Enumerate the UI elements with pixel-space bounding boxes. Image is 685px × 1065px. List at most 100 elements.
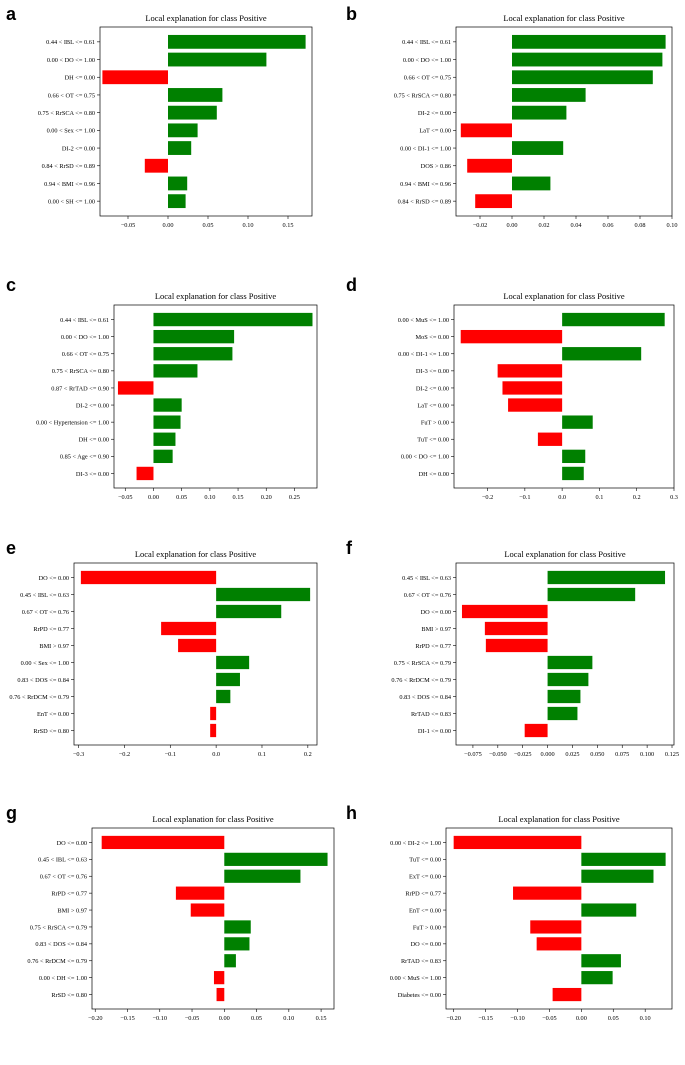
x-tick-label: −0.050 [489, 751, 507, 758]
category-label: 0.75 < RrSCA <= 0.80 [38, 110, 95, 117]
category-label: 0.45 < IBL <= 0.63 [402, 575, 451, 582]
x-tick-label: 0.10 [204, 494, 215, 501]
x-tick-label: 0.04 [570, 222, 582, 229]
category-label: 0.83 < DOS <= 0.84 [35, 941, 87, 948]
x-tick-label: 0.05 [202, 222, 213, 229]
chart-c: Local explanation for class Positive 0.44… [36, 291, 318, 501]
category-label: 0.00 < Hypertension <= 1.00 [36, 419, 109, 426]
category-label: DOS > 0.86 [421, 163, 451, 170]
bar [168, 123, 198, 138]
plot-frame [455, 26, 673, 217]
bar [178, 638, 217, 653]
plot-frame [445, 827, 673, 1010]
category-label: 0.00 < DO <= 1.00 [403, 57, 451, 64]
bar [224, 852, 328, 866]
bar [216, 672, 240, 687]
category-label: Diabetes <= 0.00 [398, 992, 441, 999]
plot-frame [453, 304, 675, 489]
category-label: 0.66 < OT <= 0.75 [404, 75, 451, 82]
category-label: 0.00 < Sex <= 1.00 [47, 128, 95, 135]
bar [475, 194, 512, 209]
plot-frame [91, 827, 335, 1010]
chart-title: Local explanation for class Positive [504, 549, 626, 559]
category-label: DI-2 <= 0.00 [416, 385, 449, 392]
panel-f: f Local explanation for class Positive 0.… [342, 530, 685, 795]
x-tick-label: 0.15 [282, 222, 293, 229]
x-tick-label: −0.20 [446, 1015, 461, 1022]
category-label: 0.84 < RrSD <= 0.89 [42, 163, 95, 170]
category-label: DI-3 <= 0.00 [76, 471, 109, 478]
x-tick-label: 0.050 [590, 751, 604, 758]
bar [512, 52, 663, 67]
x-tick-label: 0.15 [233, 494, 244, 501]
x-tick-label: −0.3 [73, 751, 84, 758]
x-tick-label: 0.00 [219, 1015, 230, 1022]
category-label: RrPD <= 0.77 [415, 643, 451, 650]
bar [484, 621, 548, 636]
category-label: 0.75 < RrSCA <= 0.79 [30, 924, 87, 931]
panel-letter: g [6, 803, 17, 823]
bar [581, 852, 666, 866]
x-tick-label: 0.05 [176, 494, 187, 501]
chart-d: Local explanation for class Positive0.00… [398, 291, 678, 501]
bar [224, 937, 250, 951]
bar [153, 432, 176, 446]
bar [136, 466, 154, 481]
bar [512, 34, 666, 49]
category-label: 0.00 < MuS <= 1.00 [390, 975, 441, 982]
bar [512, 70, 653, 85]
category-label: 0.00 < DH <= 1.00 [39, 975, 87, 982]
category-label: EnT <= 0.00 [409, 907, 441, 914]
bar [168, 141, 192, 155]
category-label: BMI > 0.97 [421, 626, 451, 633]
category-label: 0.45 < IBL <= 0.63 [38, 857, 87, 864]
category-label: RrTAD <= 0.83 [411, 711, 451, 718]
x-tick-label: 0.06 [602, 222, 613, 229]
bar [168, 194, 186, 209]
panel-letter: h [346, 803, 357, 823]
category-label: 0.83 < DOS <= 0.84 [17, 677, 69, 684]
category-label: 0.44 < IBL <= 0.61 [60, 317, 109, 324]
x-tick-label: −0.2 [119, 751, 130, 758]
bar [536, 937, 582, 951]
bar [552, 987, 582, 1002]
category-label: DH <= 0.00 [65, 75, 95, 82]
bar [524, 723, 548, 738]
bar [210, 723, 217, 738]
bar [161, 621, 217, 636]
x-tick-label: 0.00 [162, 222, 173, 229]
bar [210, 706, 217, 721]
category-label: MoS <= 0.00 [415, 334, 449, 341]
chart-title: Local explanation for class Positive [498, 814, 620, 824]
chart-a: Local explanation for class Positive 0.44… [38, 13, 313, 229]
bar [168, 52, 267, 67]
bar [153, 347, 233, 361]
bar [497, 364, 563, 378]
category-label: 0.75 < RrSCA <= 0.80 [52, 368, 109, 375]
panel-c: c Local explanation for class Positive 0.… [0, 265, 342, 530]
bar [460, 329, 563, 344]
bar [512, 176, 551, 191]
chart-g: Local explanation for class Positive DO <… [27, 814, 335, 1022]
category-label: 0.44 < IBL <= 0.61 [402, 39, 451, 46]
category-label: DI-2 <= 0.00 [418, 110, 451, 117]
x-tick-label: 0.10 [242, 222, 253, 229]
bar [485, 638, 548, 653]
bar [512, 88, 586, 102]
x-tick-label: 0.1 [595, 494, 603, 501]
x-tick-label: 0.05 [608, 1015, 619, 1022]
bar [216, 655, 250, 670]
category-label: DH <= 0.00 [419, 471, 449, 478]
category-label: DO <= 0.00 [421, 609, 451, 616]
panel-b: b Local explanation for class Positive 0.… [342, 0, 685, 265]
category-label: 0.66 < OT <= 0.75 [48, 92, 95, 99]
x-tick-label: −0.15 [478, 1015, 493, 1022]
category-label: RrPD <= 0.77 [405, 890, 441, 897]
category-label: 0.00 < MuS <= 1.00 [398, 317, 449, 324]
panel-g: g Local explanation for class Positive DO… [0, 795, 342, 1060]
x-tick-label: −0.1 [519, 494, 530, 501]
panel-e: e Local explanation for class Positive DO… [0, 530, 342, 795]
category-label: ExT <= 0.00 [409, 874, 441, 881]
category-label: EnT <= 0.00 [37, 711, 69, 718]
bar [144, 158, 168, 173]
